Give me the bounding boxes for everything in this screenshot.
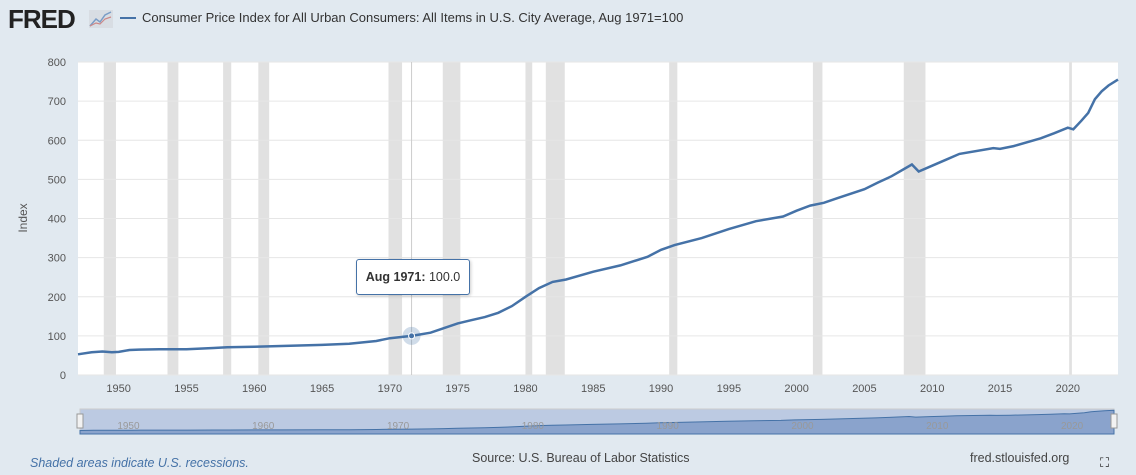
tooltip: Aug 1971: 100.0	[356, 259, 470, 295]
navigator-tick-label: 1980	[522, 421, 545, 432]
x-tick-label: 2000	[784, 383, 808, 395]
legend-item[interactable]: Consumer Price Index for All Urban Consu…	[120, 10, 683, 25]
chart-logo-icon	[89, 10, 113, 28]
x-tick-label: 2005	[852, 383, 876, 395]
navigator-tick-label: 1970	[387, 421, 410, 432]
navigator-handle[interactable]	[76, 413, 84, 429]
x-tick-label: 1965	[310, 383, 334, 395]
navigator-tick-label: 1950	[117, 421, 140, 432]
x-tick-label: 2020	[1056, 383, 1080, 395]
navigator-tick-label: 2020	[1061, 421, 1084, 432]
y-tick-label: 700	[48, 96, 66, 108]
y-tick-label: 300	[48, 253, 66, 265]
navigator-series	[79, 409, 1115, 435]
y-axis-label: Index	[16, 203, 30, 232]
y-tick-label: 400	[48, 214, 66, 226]
y-tick-label: 100	[48, 331, 66, 343]
data-point[interactable]	[408, 332, 416, 340]
x-tick-label: 1980	[513, 383, 537, 395]
x-tick-label: 1955	[174, 383, 198, 395]
x-tick-label: 1990	[649, 383, 673, 395]
x-tick-label: 2010	[920, 383, 944, 395]
navigator-tick-label: 2000	[791, 421, 814, 432]
y-tick-label: 500	[48, 174, 66, 186]
y-tick-label: 200	[48, 292, 66, 304]
navigator-tick-label: 2010	[926, 421, 949, 432]
x-tick-label: 1995	[717, 383, 741, 395]
x-tick-label: 1950	[106, 383, 130, 395]
legend-swatch	[120, 16, 136, 19]
fred-logo[interactable]: FRED	[8, 4, 76, 34]
navigator-tick-label: 1960	[252, 421, 275, 432]
fullscreen-icon[interactable]: ⛶	[1100, 455, 1110, 470]
tooltip-value: 100.0	[428, 270, 461, 284]
navigator-handle[interactable]	[1110, 413, 1118, 429]
site-link[interactable]: fred.stlouisfed.org	[970, 451, 1070, 465]
x-tick-label: 1970	[378, 383, 402, 395]
x-tick-label: 1960	[242, 383, 266, 395]
tooltip-date: Aug 1971:	[365, 270, 426, 284]
y-tick-label: 800	[48, 57, 66, 69]
y-tick-label: 0	[60, 370, 66, 382]
x-tick-label: 1975	[445, 383, 469, 395]
series-line[interactable]	[77, 78, 1119, 356]
x-tick-label: 1985	[581, 383, 605, 395]
source-text: Source: U.S. Bureau of Labor Statistics	[472, 451, 690, 465]
legend-label: Consumer Price Index for All Urban Consu…	[142, 10, 684, 25]
x-tick-label: 2015	[988, 383, 1012, 395]
navigator-tick-label: 1990	[657, 421, 680, 432]
recession-note: Shaded areas indicate U.S. recessions.	[30, 456, 249, 470]
y-tick-label: 600	[48, 135, 66, 147]
